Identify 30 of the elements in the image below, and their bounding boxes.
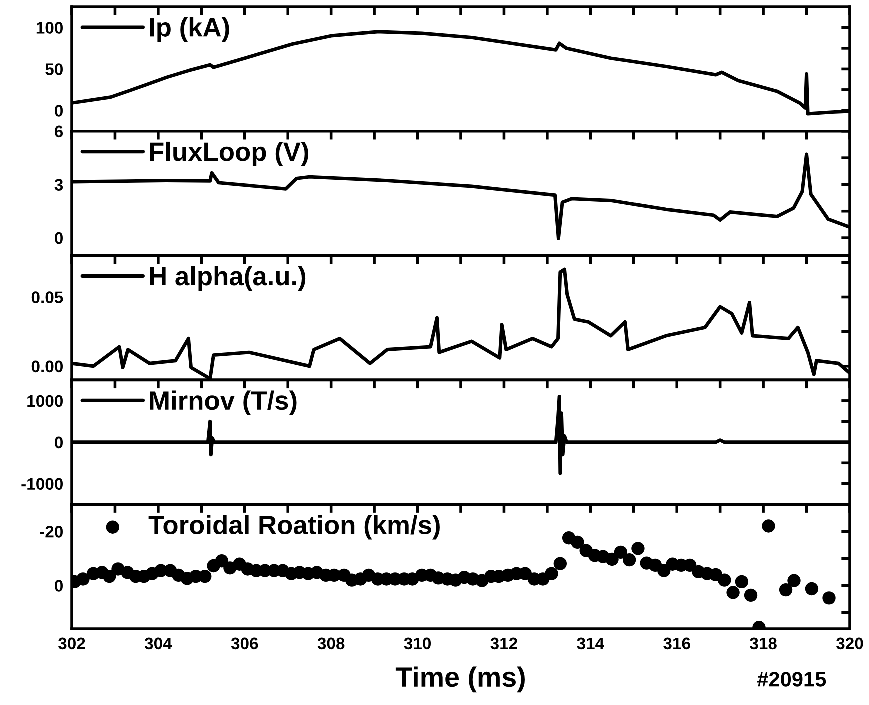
text: #20915 [758, 672, 826, 687]
legend-label: H alpha(a.u.) [150, 266, 306, 291]
y-tick-label: 0 [55, 436, 63, 449]
x-tick-label: 306 [231, 638, 258, 650]
legend-label: Toroidal Roation (km/s) [148, 515, 440, 540]
y-tick-label: -1000 [22, 478, 63, 490]
y-tick-label: 100 [36, 22, 63, 34]
x-tick-label: 308 [318, 638, 345, 650]
legend-label: Mirnov (T/s) [150, 390, 297, 416]
y-tick-label: 1000 [28, 395, 63, 408]
x-tick-label: 314 [577, 638, 604, 650]
y-tick-label: 0.05 [32, 292, 64, 304]
x-tick-label: 318 [750, 638, 777, 650]
y-tick-label: 0 [55, 105, 63, 117]
x-tick-label: 310 [404, 638, 431, 650]
x-tick-label: 320 [836, 638, 864, 650]
legend-label: Ip (kA) [150, 18, 230, 42]
x-tick-label: 304 [144, 638, 172, 650]
y-tick-label: 0 [55, 232, 63, 244]
x-tick-label: 316 [664, 638, 690, 650]
x-tick-label: 312 [490, 638, 518, 650]
y-tick-label: -20 [40, 526, 63, 538]
y-tick-label: 50 [46, 64, 63, 76]
y-tick-label: 0.00 [32, 360, 63, 373]
y-tick-label: 3 [54, 179, 64, 191]
legend-label: FluxLoop (V) [150, 142, 308, 167]
y-tick-label: 6 [55, 126, 64, 138]
x-tick-label: 302 [58, 638, 86, 650]
y-tick-label: 0 [55, 580, 63, 592]
x-axis-title: Time (ms) [396, 666, 525, 693]
